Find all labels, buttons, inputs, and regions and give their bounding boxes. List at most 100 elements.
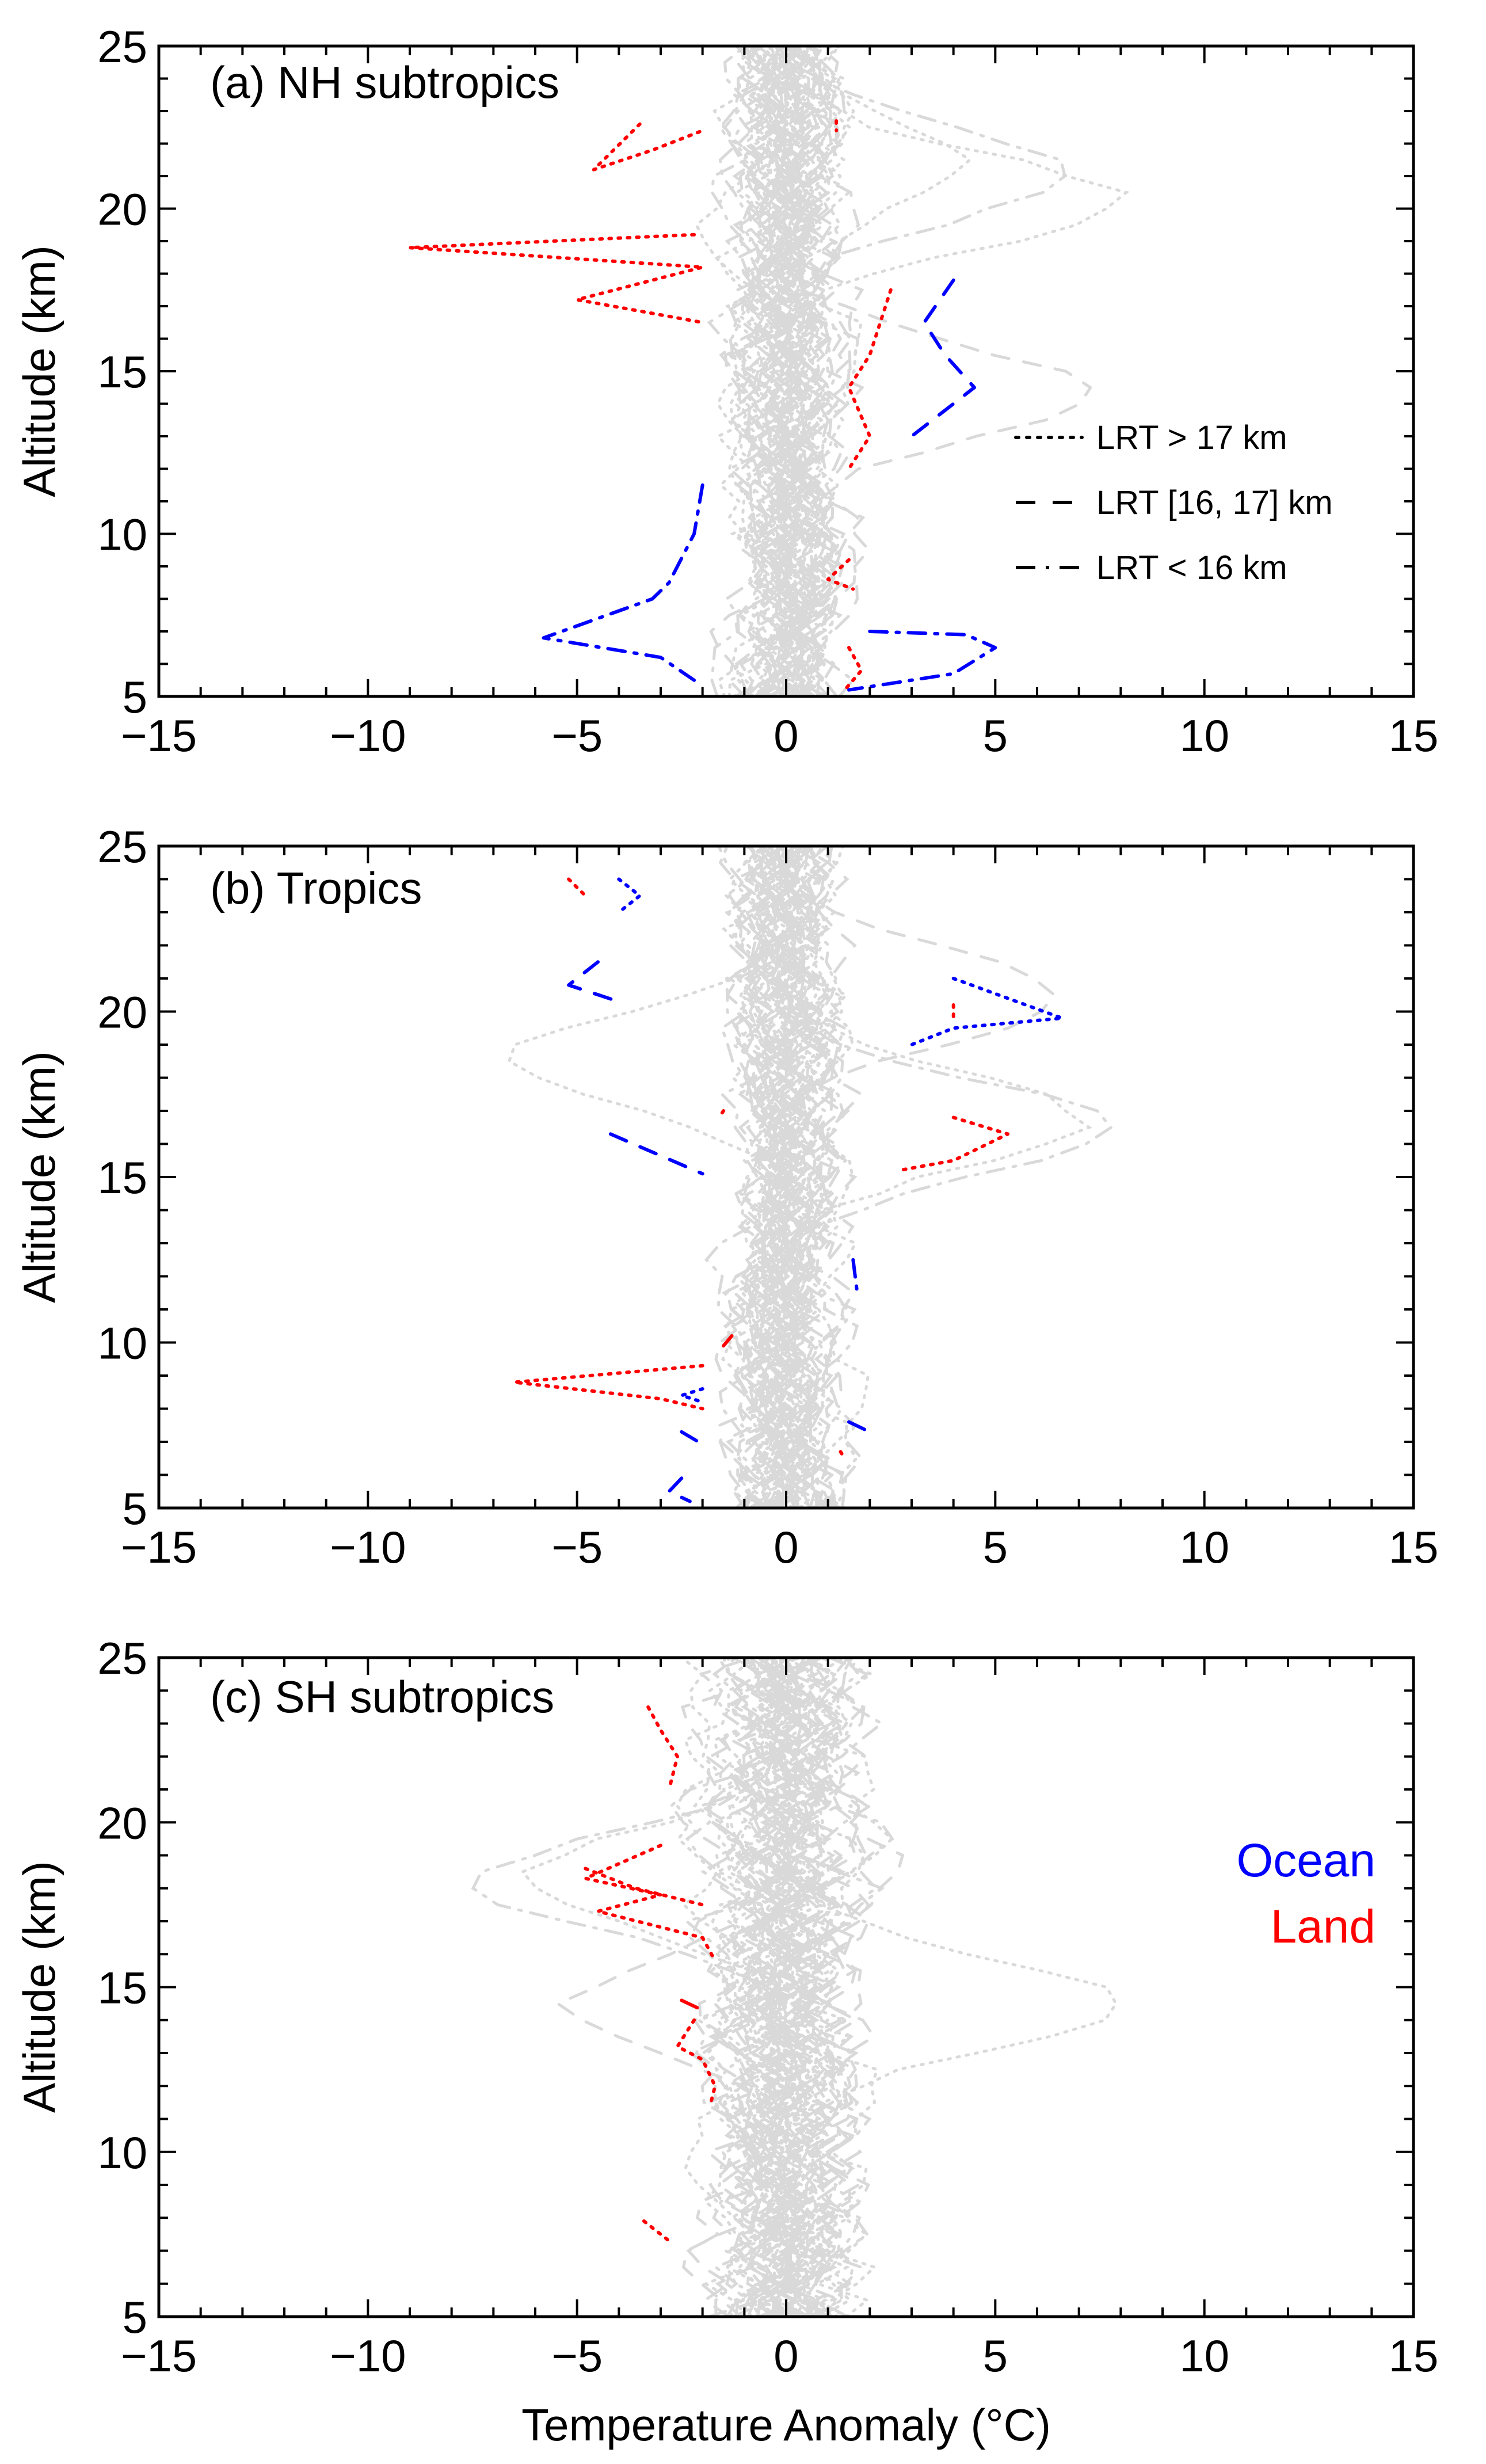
background-profile-c (669, 1658, 870, 2317)
background-profile-c (715, 1658, 870, 2317)
background-profile-a (719, 46, 841, 696)
y-axis-title-b: Altitude (km) (14, 1051, 64, 1303)
background-profiles-c (471, 1658, 1118, 2317)
highlight-profile-b-land-0 (567, 877, 588, 898)
background-profile-c (695, 1658, 878, 2317)
highlight-profile-b-ocean-2 (567, 960, 621, 1004)
x-tick-label-a: 5 (983, 710, 1008, 761)
highlight-profiles-b (512, 877, 1064, 1503)
background-profile-b (736, 846, 829, 1508)
y-axis-title-a: Altitude (km) (14, 245, 64, 497)
y-tick-label-b: 5 (123, 1483, 147, 1534)
background-profile-c (471, 1658, 800, 2317)
color-key-ocean: Ocean (1236, 1834, 1375, 1887)
x-tick-label-c: −10 (330, 2330, 406, 2381)
x-tick-label-a: 15 (1389, 710, 1439, 761)
background-profile-b (751, 846, 859, 1508)
panel-title-c: (c) SH subtropics (210, 1671, 554, 1722)
background-profile-c (750, 1658, 894, 2317)
background-profile-a (772, 46, 1067, 696)
y-tick-label-a: 5 (123, 672, 147, 722)
background-profile-c (714, 1658, 878, 2317)
highlight-profile-b-ocean-8 (851, 1258, 859, 1295)
x-axis-title: Temperature Anomaly (°C) (521, 2400, 1051, 2450)
background-profile-c (688, 1658, 862, 2317)
highlight-profile-b-ocean-1 (617, 877, 642, 914)
y-tick-label-a: 10 (97, 509, 147, 560)
highlight-profile-c-land-1 (584, 1844, 717, 1963)
x-tick-label-b: 10 (1179, 1522, 1229, 1572)
background-profile-b (736, 846, 827, 1508)
highlight-profile-b-ocean-3 (910, 977, 1064, 1046)
background-profiles-b (507, 846, 1114, 1508)
panel-title-b: (b) Tropics (210, 863, 422, 913)
background-profile-a (734, 46, 863, 696)
background-profile-a (716, 46, 821, 696)
background-profile-c (686, 1658, 861, 2317)
x-tick-label-b: 5 (983, 1522, 1008, 1572)
highlight-profile-c-land-0 (646, 1705, 680, 1791)
background-profile-b (775, 846, 1092, 1508)
highlight-profile-a-land-3 (847, 288, 893, 471)
x-tick-label-b: 0 (774, 1522, 798, 1572)
background-profile-a (744, 46, 855, 696)
background-profile-b (773, 846, 1114, 1508)
x-tick-label-a: −5 (551, 710, 603, 761)
panel-b: −15 −10 −5 0 5 10 15 5 10 15 20 25 (b) Tropics (97, 821, 1438, 1572)
y-tick-label-b: 20 (97, 987, 147, 1038)
ticks-a: −15 −10 −5 0 5 10 15 5 10 15 20 25 (97, 21, 1438, 761)
background-profile-b (721, 846, 835, 1508)
y-tick-label-a: 15 (97, 346, 147, 397)
background-profile-c (520, 1658, 801, 2317)
background-profile-b (760, 846, 824, 1508)
background-profile-a (733, 46, 825, 696)
y-tick-label-c: 25 (97, 1633, 147, 1684)
x-tick-label-c: 10 (1179, 2330, 1229, 2381)
x-tick-label-b: −10 (330, 1522, 406, 1572)
highlight-profile-b-ocean-6 (608, 1132, 704, 1176)
x-tick-label-c: 5 (983, 2330, 1008, 2381)
x-tick-label-a: −15 (121, 710, 197, 761)
background-profile-b (733, 846, 833, 1508)
x-tick-label-a: 10 (1179, 710, 1229, 761)
highlight-profile-b-ocean-11 (680, 1387, 704, 1404)
background-profile-a (755, 46, 838, 696)
background-profiles-a (695, 46, 1130, 696)
highlight-profile-b-ocean-13 (680, 1430, 700, 1444)
y-tick-label-b: 15 (97, 1152, 147, 1203)
highlight-profile-a-land-0 (592, 122, 704, 172)
x-tick-label-a: 0 (774, 710, 798, 761)
background-profile-c (738, 1658, 869, 2317)
background-profile-c (683, 1658, 838, 2317)
background-profile-a (759, 46, 871, 696)
y-tick-label-a: 20 (97, 184, 147, 235)
background-profile-c (717, 1658, 844, 2317)
highlight-profile-c-land-4 (676, 2018, 717, 2104)
background-profile-b (750, 846, 839, 1508)
ticks-c: −15 −10 −5 0 5 10 15 5 10 15 20 25 (97, 1633, 1438, 2381)
x-tick-label-b: −5 (551, 1522, 603, 1572)
background-profile-c (680, 1658, 858, 2317)
x-tick-label-b: 15 (1389, 1522, 1439, 1572)
background-profile-c (722, 1658, 871, 2317)
highlight-profile-b-ocean-12 (847, 1420, 872, 1434)
background-profile-c (731, 1658, 871, 2317)
highlight-profile-a-ocean-7 (542, 483, 704, 682)
x-tick-label-a: −10 (330, 710, 406, 761)
background-profile-c (718, 1658, 851, 2317)
background-profile-a (718, 46, 831, 696)
background-profile-b (740, 846, 829, 1508)
y-tick-label-c: 10 (97, 2127, 147, 2178)
highlight-profile-a-land-5 (843, 646, 863, 692)
y-tick-label-c: 5 (123, 2292, 147, 2343)
legend-label-dotted: LRT > 17 km (1096, 419, 1287, 456)
y-tick-label-a: 25 (97, 21, 147, 72)
background-profile-a (712, 46, 835, 696)
highlight-profile-c-land-3 (680, 1998, 704, 2012)
background-profile-a (710, 46, 815, 696)
highlight-profile-b-land-7 (897, 1115, 1010, 1172)
background-profile-c (725, 1658, 851, 2317)
background-profile-b (717, 846, 808, 1508)
ticks-b: −15 −10 −5 0 5 10 15 5 10 15 20 25 (97, 821, 1438, 1572)
highlight-profile-b-land-10 (512, 1364, 704, 1411)
